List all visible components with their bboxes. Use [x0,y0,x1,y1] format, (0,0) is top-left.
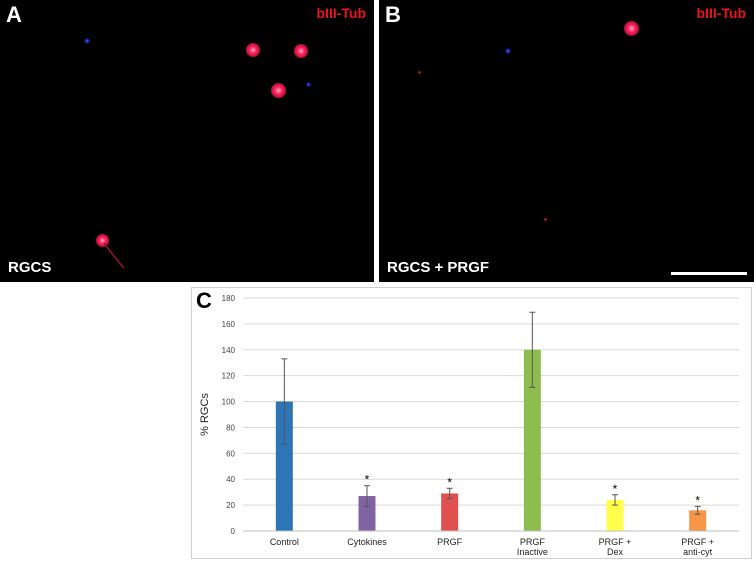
micrograph-rgcs: A bIII-Tub RGCS [0,0,374,282]
nucleus-speck [505,48,511,54]
y-tick-label: 40 [226,475,235,484]
significance-star: * [695,493,700,507]
rgc-cell [294,44,308,58]
panel-b-marker-label: bIII-Tub [696,5,747,21]
scale-bar [671,272,747,275]
bar [689,510,707,531]
x-category-label: PRGF + [681,537,714,547]
y-tick-label: 0 [231,527,236,536]
y-tick-label: 180 [222,294,236,303]
bar [441,493,459,531]
panel-c-letter: C [196,288,212,313]
bar [523,349,541,531]
x-category-label: Cytokines [347,537,387,547]
bar [275,401,293,531]
nucleus-speck [306,82,311,87]
bar [606,499,624,531]
significance-star: * [613,482,618,496]
y-tick-label: 100 [222,398,236,407]
x-category-label: Inactive [517,547,548,557]
rgc-cell [96,234,109,247]
x-category-label: PRGF [520,537,546,547]
bar-chart: 0 20 40 60 80 100 120 140 160 180 % RGCs Control * Cy… [199,294,739,557]
x-category-label: anti-cyt [683,547,713,557]
x-category-label: Dex [607,547,624,557]
y-tick-label: 80 [226,423,235,432]
y-tick-label: 60 [226,449,235,458]
panel-a-condition-label: RGCS [8,259,52,276]
bar [358,496,376,531]
nucleus-speck [84,38,90,44]
significance-star: * [365,473,370,487]
micrograph-rgcs-prgf: B bIII-Tub RGCS + PRGF [379,0,754,282]
significance-star: * [447,475,452,489]
rgc-cell [271,83,286,98]
y-axis-title: % RGCs [199,393,211,436]
rgc-cell [624,21,639,36]
y-tick-label: 160 [222,320,236,329]
red-speck [544,218,547,221]
panel-b-letter: B [385,2,401,27]
x-category-label: PRGF [437,537,463,547]
rgc-cell [246,43,260,57]
panel-a-marker-label: bIII-Tub [316,5,367,21]
y-tick-label: 120 [222,372,236,381]
y-tick-label: 20 [226,501,235,510]
panel-b-condition-label: RGCS + PRGF [387,259,490,276]
panel-a-letter: A [6,2,22,27]
red-speck [418,71,421,74]
neurite [103,242,125,269]
y-tick-label: 140 [222,346,236,355]
x-category-label: Control [270,537,299,547]
x-category-label: PRGF + [599,537,632,547]
